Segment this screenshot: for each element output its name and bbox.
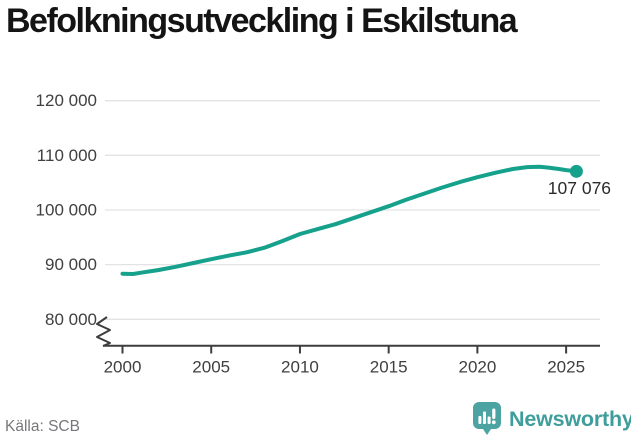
newsworthy-logo[interactable]: Newsworthy — [472, 401, 631, 437]
x-tick-label: 2010 — [281, 358, 319, 377]
axis-break — [96, 316, 111, 347]
y-tick-label: 120 000 — [36, 91, 97, 110]
chart-title: Befolkningsutveckling i Eskilstuna — [6, 2, 518, 40]
exclamation-glyph — [491, 408, 496, 425]
x-tick-label: 2020 — [458, 358, 496, 377]
x-tick-label: 2015 — [370, 358, 408, 377]
x-tick-label: 2000 — [104, 358, 142, 377]
x-tick-label: 2025 — [547, 358, 585, 377]
newsworthy-logo-text: Newsworthy — [509, 407, 631, 431]
bar-chart-glyph — [478, 411, 491, 424]
x-tick-label: 2005 — [192, 358, 230, 377]
y-tick-label: 100 000 — [36, 200, 97, 219]
population-line — [120, 164, 579, 276]
end-point-marker — [569, 164, 583, 178]
end-point-label: 107 076 — [548, 178, 611, 198]
newsworthy-logo-icon — [473, 402, 501, 435]
y-tick-label: 110 000 — [37, 146, 97, 165]
y-tick-label: 80 000 — [45, 310, 97, 329]
y-tick-label: 90 000 — [45, 255, 97, 274]
speech-bubble-shape — [473, 402, 501, 435]
source-note: Källa: SCB — [5, 418, 80, 435]
